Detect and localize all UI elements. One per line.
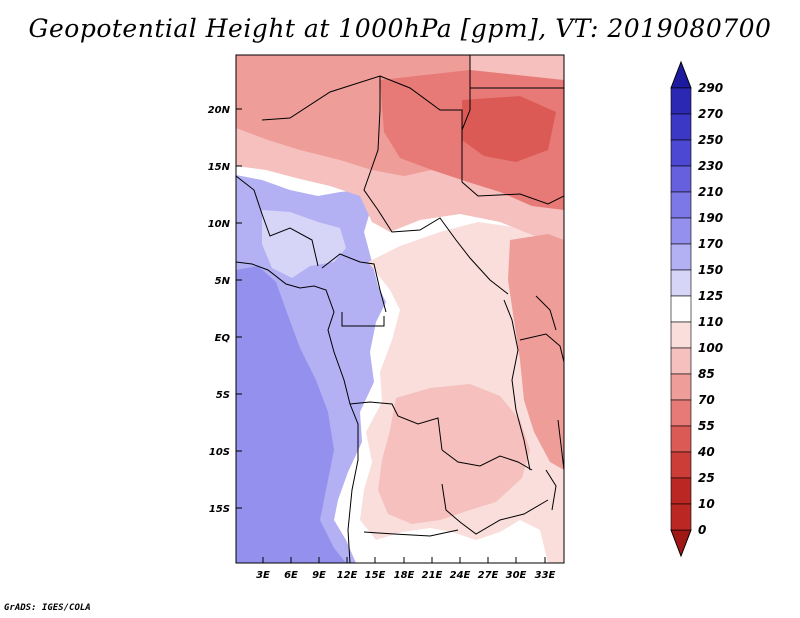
colorbar-segment: [670, 347, 692, 375]
colorbar-segment: [670, 113, 692, 141]
colorbar-bottom-triangle: [670, 529, 692, 558]
region-gulf-coast: [262, 210, 346, 278]
colorbar-label: 210: [698, 185, 723, 199]
colorbar-segment: [670, 87, 692, 115]
lon-label: 9E: [312, 570, 326, 581]
colorbar-label: 55: [698, 419, 715, 433]
colorbar-label: 250: [698, 133, 723, 147]
map-frame: [235, 54, 565, 564]
lon-label: 21E: [422, 570, 443, 581]
colorbar-label: 110: [698, 315, 723, 329]
colorbar-segment: [670, 243, 692, 271]
region-east-africa: [508, 234, 564, 470]
map-fields: [236, 55, 564, 563]
colorbar-label: 100: [698, 341, 723, 355]
footer-credit: GrADS: IGES/COLA: [4, 603, 91, 613]
colorbar-segment: [670, 191, 692, 219]
lon-label: 30E: [506, 570, 527, 581]
colorbar-label: 70: [698, 393, 715, 407]
colorbar-segment: [670, 477, 692, 505]
colorbar-label: 150: [698, 263, 723, 277]
colorbar-label: 10: [698, 497, 715, 511]
colorbar-top-triangle: [670, 60, 692, 89]
region-atlantic-low-southwest: [236, 266, 346, 563]
colorbar-label: 125: [698, 289, 723, 303]
lon-label: 18E: [394, 570, 415, 581]
lat-label: 5S: [216, 390, 230, 401]
lon-label: 12E: [337, 570, 358, 581]
colorbar-label: 170: [698, 237, 723, 251]
colorbar-segment: [670, 217, 692, 245]
lat-label: 15N: [208, 162, 231, 173]
lon-label: 3E: [256, 570, 270, 581]
lon-label: 27E: [478, 570, 499, 581]
region-southern-interior: [378, 384, 530, 524]
latitude-axis: 20N 15N 10N 5N EQ 5S 10S 15S: [208, 105, 242, 515]
lat-label: 20N: [208, 105, 231, 116]
colorbar-label: 290: [698, 81, 723, 95]
lon-label: 33E: [535, 570, 556, 581]
colorbar-segment: [670, 295, 692, 323]
colorbar-segment: [670, 373, 692, 401]
lat-label: EQ: [215, 333, 231, 344]
lon-label: 15E: [365, 570, 386, 581]
colorbar-segment: [670, 139, 692, 167]
colorbar: 290 270 250 230 210 190 170 150 125 110 …: [670, 60, 723, 558]
colorbar-label: 190: [698, 211, 723, 225]
colorbar-label: 0: [698, 523, 706, 537]
colorbar-segment: [670, 399, 692, 427]
colorbar-label: 25: [698, 471, 715, 485]
colorbar-label: 40: [697, 445, 715, 459]
lat-label: 15S: [209, 504, 230, 515]
lon-label: 24E: [450, 570, 471, 581]
colorbar-segment: [670, 269, 692, 297]
lat-label: 5N: [215, 276, 231, 287]
colorbar-label: 270: [698, 107, 723, 121]
colorbar-segment: [670, 425, 692, 453]
lon-label: 6E: [284, 570, 298, 581]
colorbar-segment: [670, 165, 692, 193]
chart-title: Geopotential Height at 1000hPa [gpm], VT…: [28, 14, 772, 43]
colorbar-segment: [670, 503, 692, 531]
longitude-axis: 3E 6E 9E 12E 15E 18E 21E 24E 27E 30E 33E: [256, 557, 556, 581]
country-borders: [236, 55, 564, 563]
colorbar-label: 230: [698, 159, 723, 173]
lat-label: 10N: [208, 219, 231, 230]
region-sudan-core: [462, 96, 556, 162]
lat-label: 10S: [209, 447, 230, 458]
colorbar-segment: [670, 451, 692, 479]
colorbar-segment: [670, 321, 692, 349]
colorbar-label: 85: [698, 367, 715, 381]
